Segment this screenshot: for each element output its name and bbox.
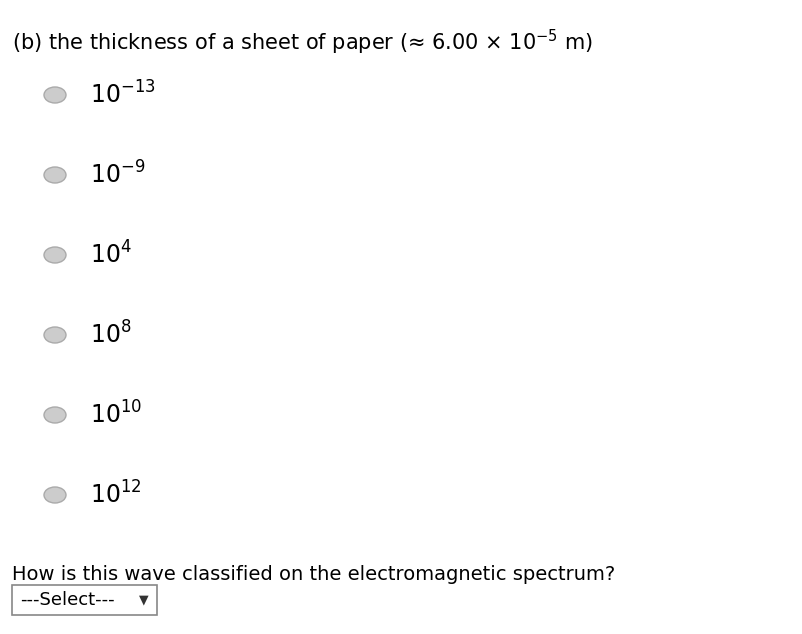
Text: ---Select---: ---Select--- (20, 591, 115, 609)
Text: $10^{10}$: $10^{10}$ (90, 401, 142, 429)
Ellipse shape (44, 327, 66, 343)
Ellipse shape (44, 247, 66, 263)
Text: $10^{-9}$: $10^{-9}$ (90, 162, 145, 188)
Text: $10^{-13}$: $10^{-13}$ (90, 81, 156, 108)
Text: ▼: ▼ (139, 593, 148, 607)
Ellipse shape (44, 167, 66, 183)
Text: $10^{12}$: $10^{12}$ (90, 481, 142, 508)
Text: $10^{8}$: $10^{8}$ (90, 321, 132, 349)
FancyBboxPatch shape (12, 585, 157, 615)
Ellipse shape (44, 487, 66, 503)
Ellipse shape (44, 87, 66, 103)
Text: $10^{4}$: $10^{4}$ (90, 242, 132, 269)
Text: (b) the thickness of a sheet of paper (≈ 6.00 × $10^{-5}$ m): (b) the thickness of a sheet of paper (≈… (12, 28, 593, 57)
Text: How is this wave classified on the electromagnetic spectrum?: How is this wave classified on the elect… (12, 565, 615, 584)
Ellipse shape (44, 407, 66, 423)
